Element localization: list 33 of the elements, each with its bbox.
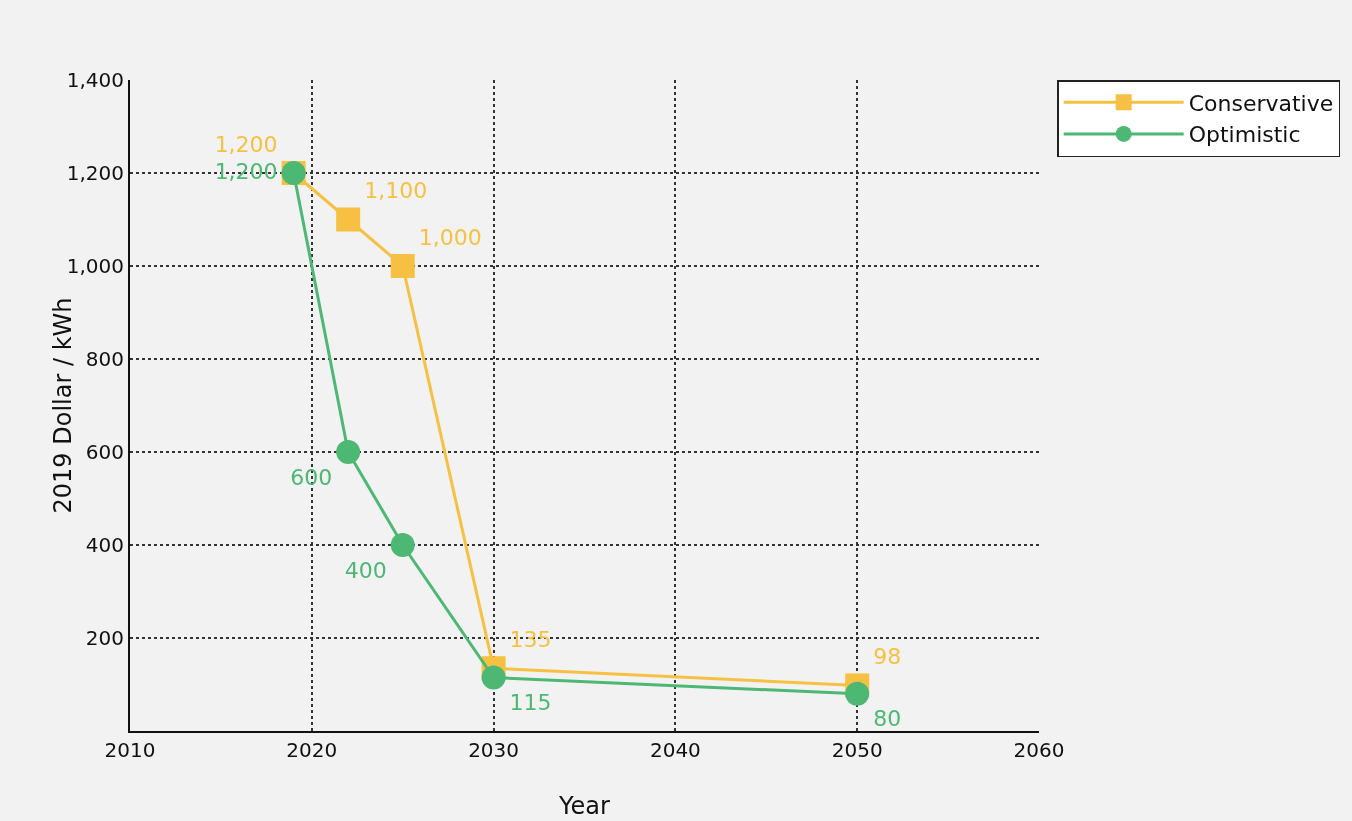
y-tick-label: 600 — [85, 440, 124, 464]
point — [336, 440, 361, 464]
point — [481, 665, 506, 690]
y-axis-title: 2019 Dollar / kWh — [49, 297, 77, 514]
data-label: 1,000 — [418, 224, 482, 250]
point — [845, 681, 870, 706]
x-axis-title: Year — [558, 792, 611, 820]
x-tick-label: 2020 — [286, 738, 338, 762]
text: Conservative — [1188, 90, 1334, 116]
data-label: 1,200 — [214, 158, 278, 184]
x-tick-label: 2050 — [831, 738, 883, 762]
data-label: 600 — [290, 464, 333, 490]
data-label: 98 — [873, 643, 902, 669]
y-tick-label: 1,200 — [66, 161, 124, 185]
point — [336, 207, 361, 232]
data-label: 1,200 — [214, 131, 278, 157]
data-label: 400 — [344, 557, 387, 583]
x-tick-label: 2060 — [1013, 738, 1065, 762]
y-tick-label: 800 — [85, 347, 124, 371]
data-label: 135 — [509, 626, 552, 652]
point — [390, 254, 415, 278]
y-tick-label: 1,000 — [66, 254, 124, 278]
data-label: 115 — [509, 690, 552, 716]
text: Optimistic — [1188, 122, 1301, 148]
x-tick-label: 2040 — [649, 738, 701, 762]
y-tick-label: 400 — [85, 533, 124, 557]
x-tick-label: 2030 — [468, 738, 520, 762]
y-tick-label: 200 — [85, 626, 124, 650]
x-tick-label: 2010 — [104, 738, 156, 762]
point — [390, 533, 415, 557]
data-label: 1,100 — [364, 178, 428, 203]
y-tick-label: 1,400 — [66, 68, 124, 92]
data-label: 80 — [873, 706, 902, 732]
